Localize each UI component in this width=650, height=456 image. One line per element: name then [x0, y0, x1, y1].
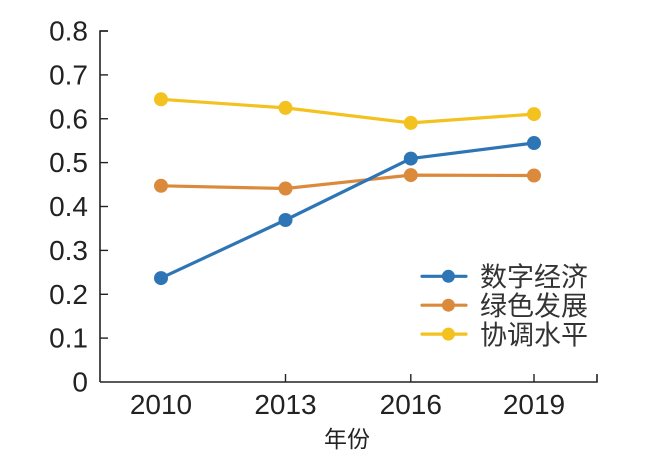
- svg-text:绿色发展: 绿色发展: [480, 291, 588, 321]
- svg-text:0.7: 0.7: [49, 59, 88, 90]
- svg-text:0.8: 0.8: [49, 16, 88, 47]
- svg-text:年份: 年份: [324, 426, 370, 452]
- svg-text:0.2: 0.2: [49, 279, 88, 310]
- svg-text:2019: 2019: [503, 389, 565, 420]
- svg-text:0.5: 0.5: [49, 147, 88, 178]
- svg-text:0.4: 0.4: [49, 191, 88, 222]
- svg-text:数字经济: 数字经济: [480, 263, 588, 293]
- svg-text:2013: 2013: [254, 389, 316, 420]
- svg-text:2010: 2010: [130, 389, 192, 420]
- svg-text:2016: 2016: [380, 389, 442, 420]
- svg-text:0: 0: [72, 367, 88, 398]
- svg-text:协调水平: 协调水平: [480, 320, 588, 350]
- svg-text:0.1: 0.1: [49, 323, 88, 354]
- svg-text:0.6: 0.6: [49, 103, 88, 134]
- svg-text:0.3: 0.3: [49, 235, 88, 266]
